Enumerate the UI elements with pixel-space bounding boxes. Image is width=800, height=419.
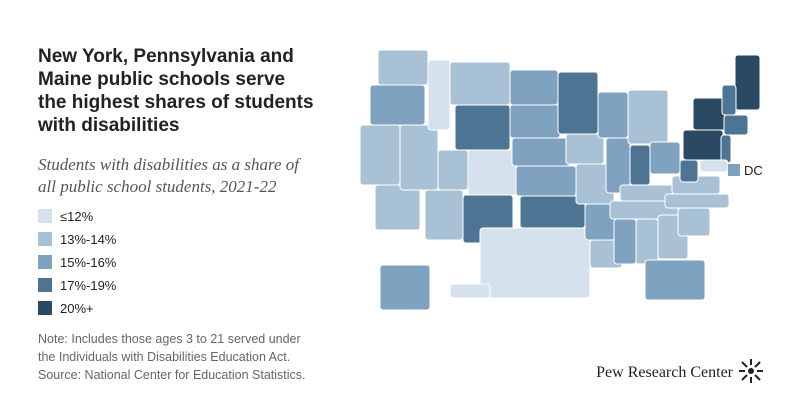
state xyxy=(557,71,599,135)
state xyxy=(359,124,401,186)
legend-label: 13%-14% xyxy=(60,232,117,247)
state xyxy=(377,49,429,86)
legend-label: 17%-19% xyxy=(60,278,117,293)
state xyxy=(699,159,729,173)
dc-swatch xyxy=(728,164,740,176)
state xyxy=(427,59,451,131)
state xyxy=(635,218,659,265)
state xyxy=(723,114,749,136)
title-line: the highest shares of students xyxy=(38,92,314,113)
state xyxy=(682,129,724,161)
state xyxy=(449,283,491,299)
state xyxy=(449,61,511,106)
us-map: DC xyxy=(359,49,763,311)
state xyxy=(597,91,629,139)
state xyxy=(679,159,699,183)
note-line: Note: Includes those ages 3 to 21 served… xyxy=(38,332,301,346)
state xyxy=(379,264,431,311)
state xyxy=(613,218,637,265)
dc-label: DC xyxy=(744,163,763,178)
state xyxy=(627,89,669,145)
state xyxy=(629,144,651,186)
logo-text: Pew Research Center xyxy=(596,364,734,381)
state xyxy=(511,137,571,167)
subtitle-line: Students with disabilities as a share of xyxy=(38,155,301,174)
state xyxy=(677,207,711,237)
legend-label: 15%-16% xyxy=(60,255,117,270)
state xyxy=(479,227,591,299)
title-line: with disabilities xyxy=(37,115,179,136)
state xyxy=(515,165,577,197)
state xyxy=(721,84,737,116)
state xyxy=(565,133,605,165)
logo-mark xyxy=(739,359,763,383)
state xyxy=(649,141,681,175)
note-line: Source: National Center for Education St… xyxy=(38,368,306,382)
state xyxy=(454,104,511,151)
state xyxy=(509,104,561,139)
state xyxy=(369,84,426,126)
legend-swatch xyxy=(38,255,52,269)
legend-label: 20%+ xyxy=(60,301,94,316)
state xyxy=(519,195,586,229)
state xyxy=(399,124,439,191)
legend-swatch xyxy=(38,278,52,292)
subtitle-line: all public school students, 2021-22 xyxy=(38,177,277,196)
title-line: New York, Pennsylvania and xyxy=(38,46,294,67)
state xyxy=(664,193,730,209)
state xyxy=(644,259,706,301)
state xyxy=(437,149,469,191)
state xyxy=(374,184,421,231)
legend-swatch xyxy=(38,301,52,315)
legend-swatch xyxy=(38,232,52,246)
note-line: the Individuals with Disabilities Educat… xyxy=(38,350,290,364)
state xyxy=(734,54,761,111)
legend-label: ≤12% xyxy=(60,209,94,224)
state xyxy=(509,69,559,106)
title-line: Maine public schools serve xyxy=(38,69,285,90)
state xyxy=(720,134,732,164)
state xyxy=(424,189,464,241)
legend-swatch xyxy=(38,209,52,223)
